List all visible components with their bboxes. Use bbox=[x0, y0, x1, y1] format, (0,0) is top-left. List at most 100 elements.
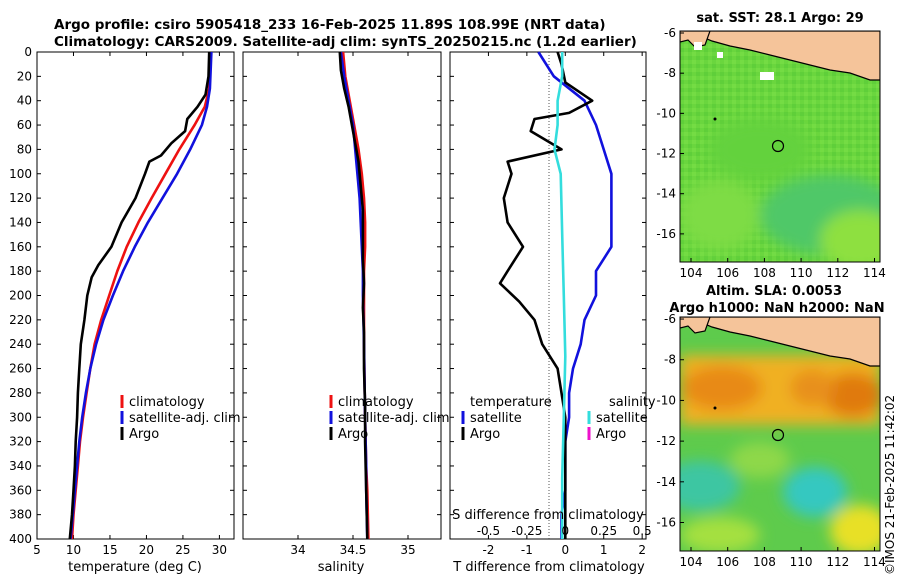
depth-tick-label: 60 bbox=[17, 118, 32, 132]
diff-legend-s-satellite: satellite bbox=[596, 411, 648, 426]
watermark: ©IMOS 21-Feb-2025 11:42:02 bbox=[883, 395, 897, 575]
map-x-tick-label: 112 bbox=[826, 266, 849, 280]
legend-argo: Argo bbox=[129, 427, 159, 442]
sla-ticks: 104 106 108 110 112 114 -6 -8 -10 -12 -14 -16 bbox=[656, 312, 886, 569]
x-tick-label: 20 bbox=[139, 543, 154, 557]
sla-island bbox=[713, 406, 717, 410]
sst-field-shading bbox=[680, 120, 880, 262]
depth-tick-label: 320 bbox=[9, 435, 32, 449]
series-line-temperature-argo bbox=[498, 51, 594, 539]
x-tick-label: 1 bbox=[600, 543, 608, 557]
map-y-tick-label: -16 bbox=[656, 516, 676, 530]
map-y-tick-label: -16 bbox=[656, 227, 676, 241]
map-y-tick-label: -6 bbox=[664, 312, 676, 326]
map-y-tick-label: -10 bbox=[656, 106, 676, 120]
x-tick-label: 35 bbox=[400, 543, 415, 557]
salinity-frame bbox=[242, 51, 442, 540]
map-x-tick-label: 112 bbox=[826, 555, 849, 569]
x-tick-label: 2 bbox=[638, 543, 646, 557]
t-diff-label: T difference from climatology bbox=[452, 560, 645, 575]
sla-map: Altim. SLA: 0.0053 Argo h1000: NaN h2000… bbox=[656, 284, 886, 569]
map-y-tick-label: -14 bbox=[656, 187, 676, 201]
map-x-tick-label: 108 bbox=[753, 266, 776, 280]
difference-frame bbox=[449, 51, 647, 540]
header-line-2: Climatology: CARS2009. Satellite-adj cli… bbox=[54, 34, 637, 50]
salinity-x-ticks: 34 34.5 35 bbox=[290, 52, 416, 557]
temperature-legend: climatology satellite-adj. clim Argo bbox=[120, 395, 241, 442]
series-line-argo bbox=[68, 51, 211, 540]
temperature-frame bbox=[36, 51, 235, 540]
sla-land-sumatra bbox=[680, 317, 711, 334]
depth-tick-label: 80 bbox=[17, 142, 32, 156]
sal-legend-argo: Argo bbox=[338, 427, 368, 442]
depth-tick-label: 20 bbox=[17, 69, 32, 83]
sst-cloud-1 bbox=[694, 42, 702, 50]
series-line-salinity-satellite bbox=[553, 52, 567, 539]
legend-satellite: satellite-adj. clim bbox=[129, 411, 241, 426]
depth-tick-label: 260 bbox=[9, 362, 32, 376]
salinity-xlabel: salinity bbox=[318, 560, 365, 575]
s-diff-tick-label: 0 bbox=[561, 524, 569, 538]
sst-island bbox=[713, 117, 717, 121]
difference-lines bbox=[498, 51, 613, 539]
map-y-tick-label: -12 bbox=[656, 434, 676, 448]
depth-tick-label: 100 bbox=[9, 167, 32, 181]
x-tick-label: 34.5 bbox=[340, 543, 367, 557]
depth-tick-label: 140 bbox=[9, 215, 32, 229]
diff-legend-t-satellite: satellite bbox=[470, 411, 522, 426]
depth-tick-label: 340 bbox=[9, 459, 32, 473]
diff-legend-temperature: temperature bbox=[470, 395, 552, 410]
diff-legend-s-argo: Argo bbox=[596, 427, 626, 442]
sst-ticks: 104 106 108 110 112 114 -6 -8 -10 -12 -14 -16 bbox=[656, 26, 886, 280]
depth-tick-label: 380 bbox=[9, 508, 32, 522]
map-x-tick-label: 110 bbox=[790, 266, 813, 280]
difference-panel: -2 -1 0 1 2 S difference from climatology -0… bbox=[449, 51, 656, 575]
difference-y-ticks bbox=[450, 51, 646, 540]
depth-tick-label: 360 bbox=[9, 483, 32, 497]
sla-map-title-2: Argo h1000: NaN h2000: NaN bbox=[669, 301, 884, 316]
map-y-tick-label: -12 bbox=[656, 147, 676, 161]
depth-tick-label: 180 bbox=[9, 264, 32, 278]
sst-frame bbox=[679, 30, 881, 263]
depth-tick-label: 300 bbox=[9, 410, 32, 424]
depth-tick-label: 200 bbox=[9, 289, 32, 303]
temperature-lines bbox=[68, 51, 213, 540]
x-tick-label: 15 bbox=[102, 543, 117, 557]
series-line-argo bbox=[338, 51, 369, 540]
map-x-tick-label: 104 bbox=[680, 555, 703, 569]
salinity-legend: climatology satellite-adj. clim Argo bbox=[329, 395, 450, 442]
map-x-tick-label: 110 bbox=[790, 555, 813, 569]
temperature-panel: 5 10 15 20 25 30 0 20 40 60 80 100 120 140 160 180 200 2… bbox=[9, 45, 241, 575]
x-tick-label: -2 bbox=[482, 543, 494, 557]
depth-tick-label: 240 bbox=[9, 337, 32, 351]
depth-tick-label: 40 bbox=[17, 94, 32, 108]
depth-tick-label: 400 bbox=[9, 532, 32, 546]
sla-argo-marker bbox=[771, 428, 785, 442]
sal-legend-satellite: satellite-adj. clim bbox=[338, 411, 450, 426]
diff-legend-t-argo: Argo bbox=[470, 427, 500, 442]
depth-tick-label: 280 bbox=[9, 386, 32, 400]
temperature-xlabel: temperature (deg C) bbox=[68, 560, 202, 575]
header-line-1: Argo profile: csiro 5905418_233 16-Feb-2… bbox=[54, 17, 605, 33]
x-tick-label: 5 bbox=[33, 543, 41, 557]
temperature-x-ticks: 5 10 15 20 25 30 bbox=[33, 52, 227, 557]
x-tick-label: 10 bbox=[66, 543, 81, 557]
diff-legend-salinity: salinity bbox=[609, 395, 656, 410]
map-y-tick-label: -10 bbox=[656, 393, 676, 407]
x-tick-label: 25 bbox=[175, 543, 190, 557]
sal-legend-climatology: climatology bbox=[338, 395, 414, 410]
depth-tick-label: 0 bbox=[24, 45, 32, 59]
x-tick-label: 0 bbox=[561, 543, 569, 557]
s-diff-tick-label: -0.5 bbox=[477, 524, 500, 538]
sst-map: sat. SST: 28.1 Argo: 29 104 106 108 110 112 1… bbox=[656, 11, 886, 280]
s-diff-tick-label: 0.25 bbox=[590, 524, 617, 538]
legend-climatology: climatology bbox=[129, 395, 205, 410]
sla-field-shading bbox=[680, 355, 880, 551]
map-x-tick-label: 114 bbox=[863, 266, 886, 280]
depth-tick-label: 220 bbox=[9, 313, 32, 327]
s-diff-label: S difference from climatology bbox=[452, 508, 644, 523]
salinity-lines bbox=[338, 51, 370, 540]
series-line-satellite-adj-clim bbox=[69, 51, 213, 540]
depth-tick-label: 160 bbox=[9, 240, 32, 254]
map-y-tick-label: -6 bbox=[664, 26, 676, 40]
